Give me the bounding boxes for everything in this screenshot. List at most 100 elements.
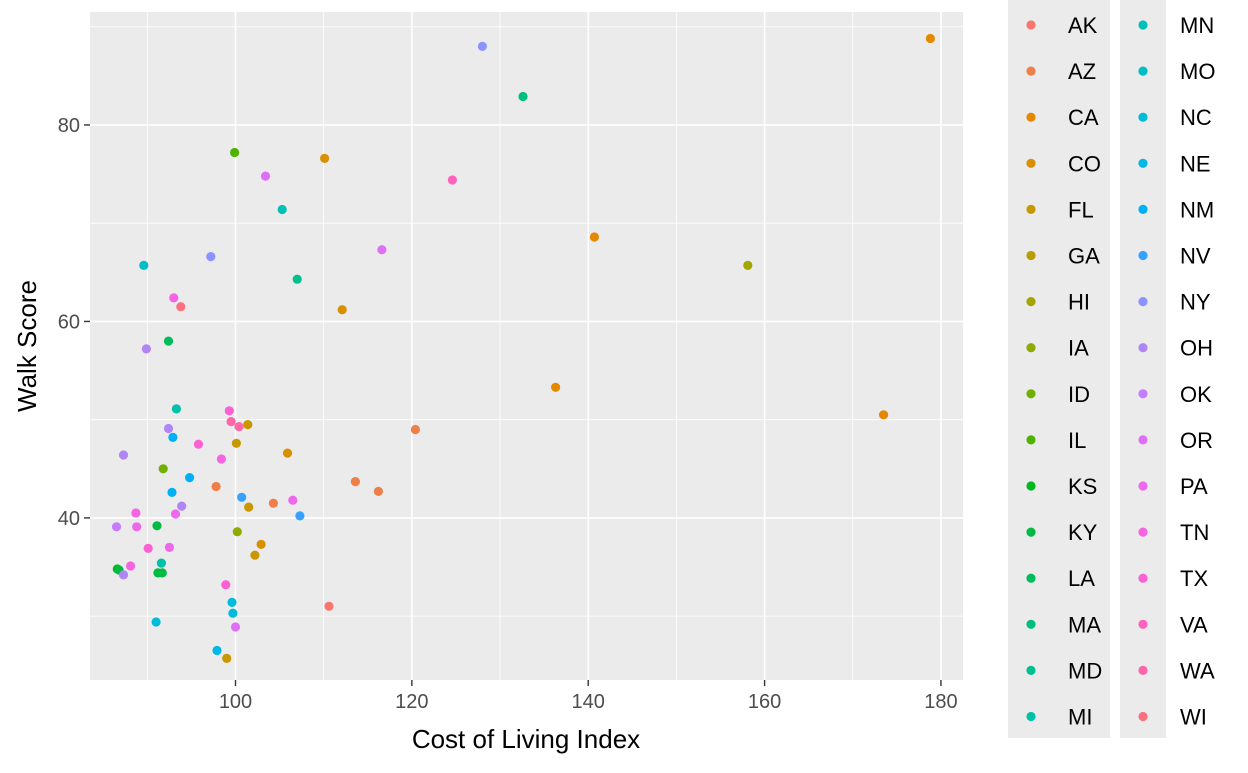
- legend-label-nm: NM: [1180, 197, 1214, 222]
- major-gridlines: [90, 12, 963, 680]
- point-tx: [143, 543, 153, 554]
- legend-key-nm: [1138, 204, 1148, 214]
- point-ca: [879, 410, 889, 420]
- point-ny: [206, 252, 216, 262]
- point-pa: [132, 522, 142, 532]
- legend-key-ma: [1026, 619, 1036, 629]
- legend-label-tx: TX: [1180, 566, 1208, 591]
- point-va: [447, 175, 457, 185]
- point-mn: [277, 204, 287, 215]
- plot-panel: [90, 12, 963, 680]
- legend-label-fl: FL: [1068, 197, 1094, 222]
- legend-column-1-background: [1008, 0, 1110, 738]
- x-tick-label: 160: [748, 691, 781, 713]
- legend-key-oh: [1138, 343, 1148, 353]
- point-oh: [163, 423, 174, 434]
- legend-label-la: LA: [1068, 566, 1095, 591]
- legend-key-or: [1138, 435, 1148, 445]
- legend-label-ky: KY: [1068, 520, 1098, 545]
- data-points: [111, 33, 936, 664]
- legend-key-id: [1026, 389, 1036, 399]
- legend: AK AZ CA CO FL GA HI IA ID IL KS KY LA MA MD MI MN MO NC NE…: [1026, 13, 1215, 730]
- point-nm: [168, 432, 178, 442]
- legend-key-ak: [1026, 20, 1036, 30]
- legend-label-tn: TN: [1180, 520, 1209, 545]
- legend-label-ny: NY: [1180, 290, 1211, 315]
- legend-key-tx: [1138, 573, 1148, 583]
- point-mi: [171, 404, 181, 414]
- legend-label-ks: KS: [1068, 474, 1097, 499]
- legend-key-ia: [1026, 343, 1036, 353]
- legend-label-wi: WI: [1180, 705, 1207, 730]
- legend-label-az: AZ: [1068, 59, 1096, 84]
- legend-label-wa: WA: [1180, 658, 1215, 683]
- point-nc: [151, 617, 161, 627]
- legend-column-2-background: [1120, 0, 1166, 738]
- point-tn: [131, 508, 141, 518]
- point-oh: [118, 450, 129, 460]
- legend-label-ok: OK: [1180, 382, 1212, 407]
- point-or: [377, 245, 387, 255]
- point-pa: [164, 542, 174, 553]
- point-oh: [118, 570, 129, 580]
- y-tick-label: 40: [58, 508, 80, 530]
- point-wa: [234, 422, 244, 432]
- point-tx: [221, 580, 231, 590]
- point-ok: [111, 522, 122, 532]
- legend-label-mo: MO: [1180, 59, 1215, 84]
- legend-label-ca: CA: [1068, 105, 1099, 130]
- legend-key-mi: [1026, 711, 1036, 722]
- point-ca: [551, 382, 561, 392]
- x-tick-label: 140: [572, 691, 605, 713]
- point-ak: [324, 601, 334, 611]
- point-ca: [589, 232, 600, 242]
- point-id: [158, 464, 168, 474]
- point-fl: [222, 653, 232, 664]
- y-axis-ticks: 40 60 80: [58, 115, 90, 530]
- point-ne: [212, 645, 222, 656]
- x-axis-ticks: 100 120 140 160 180: [219, 680, 958, 713]
- point-md: [292, 274, 302, 284]
- point-oh: [177, 501, 187, 511]
- point-co: [337, 305, 347, 315]
- legend-key-ga: [1026, 250, 1036, 261]
- point-tx: [224, 406, 234, 416]
- legend-label-ma: MA: [1068, 612, 1101, 637]
- y-tick-label: 80: [58, 115, 80, 137]
- point-az: [373, 486, 383, 496]
- point-nm: [185, 473, 195, 483]
- point-nc: [227, 597, 237, 608]
- legend-label-mi: MI: [1068, 705, 1092, 730]
- legend-key-ks: [1026, 481, 1036, 491]
- legend-label-ia: IA: [1068, 336, 1089, 361]
- legend-key-il: [1026, 435, 1036, 445]
- point-mo: [139, 260, 149, 270]
- x-tick-label: 120: [395, 691, 428, 713]
- point-or: [260, 171, 271, 181]
- legend-label-oh: OH: [1180, 336, 1213, 361]
- y-tick-label: 60: [58, 311, 80, 333]
- legend-key-nc: [1138, 112, 1148, 122]
- point-tx: [193, 439, 204, 449]
- legend-key-co: [1026, 158, 1036, 168]
- legend-label-ak: AK: [1068, 13, 1098, 38]
- point-az: [211, 481, 221, 492]
- legend-label-ga: GA: [1068, 244, 1100, 269]
- point-nv: [295, 511, 305, 521]
- legend-key-pa: [1138, 481, 1148, 491]
- point-oh: [141, 344, 151, 354]
- legend-key-md: [1026, 665, 1036, 676]
- legend-key-la: [1026, 573, 1036, 583]
- legend-label-pa: PA: [1180, 474, 1208, 499]
- point-co: [282, 448, 293, 458]
- point-ky: [157, 568, 167, 578]
- legend-label-va: VA: [1180, 612, 1208, 637]
- legend-key-wa: [1138, 665, 1148, 676]
- legend-label-hi: HI: [1068, 290, 1090, 315]
- point-ca: [925, 33, 936, 44]
- point-fl: [250, 550, 260, 560]
- y-axis-title: Walk Score: [12, 280, 42, 412]
- legend-label-mn: MN: [1180, 13, 1214, 38]
- point-wa: [226, 417, 236, 427]
- point-hi: [743, 260, 753, 270]
